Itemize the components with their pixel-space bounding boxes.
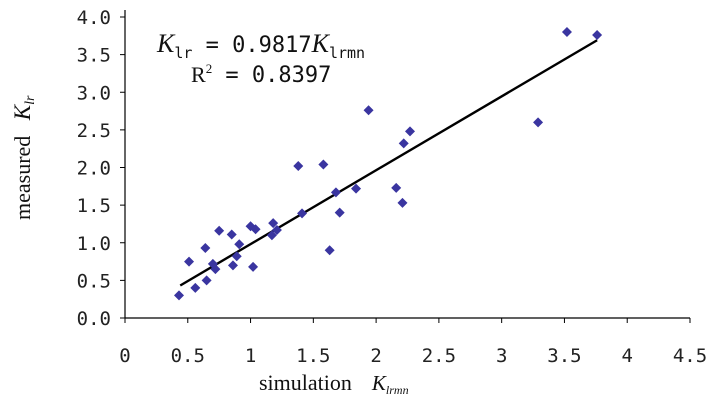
y-axis-symbol: K: [10, 103, 35, 121]
y-tick-label: 2.5: [77, 120, 111, 142]
data-point: [334, 207, 345, 218]
y-tick-label: 1.5: [77, 195, 111, 217]
regression-equation: Klr = 0.9817Klrmn: [156, 29, 365, 62]
data-point: [363, 105, 374, 116]
data-point: [210, 264, 221, 275]
data-point: [250, 224, 261, 235]
data-point: [190, 282, 201, 293]
equation-middle: = 0.9817: [192, 33, 311, 58]
x-tick-label: 2.5: [422, 345, 456, 367]
trendline: [179, 39, 598, 287]
data-point: [398, 138, 409, 149]
x-axis-title: simulation Klrmn: [259, 370, 409, 397]
data-point: [173, 290, 184, 301]
x-tick-label: 4: [621, 345, 632, 367]
x-tick-label: 0: [119, 345, 130, 367]
data-point: [227, 260, 238, 271]
equation-lhs-subscript: lr: [174, 44, 192, 62]
x-axis-subscript: lrmn: [386, 383, 409, 397]
y-tick-group: 0.0 0.5 1.0 1.5 2.0 2.5 3.0 3.5 4.0: [77, 7, 125, 330]
data-point: [271, 224, 282, 235]
y-tick-label: 0.5: [77, 270, 111, 292]
data-point: [266, 230, 277, 241]
data-point: [405, 126, 416, 137]
data-point: [234, 239, 245, 250]
data-points: [173, 27, 603, 301]
data-point: [351, 183, 362, 194]
data-point: [391, 182, 402, 193]
data-point: [592, 30, 603, 41]
plot-area: 0.0 0.5 1.0 1.5 2.0 2.5 3.0 3.5 4.0 0 0.5 1 1.5 2 2.5…: [77, 7, 707, 367]
data-point: [248, 261, 259, 272]
r2-value: = 0.8397: [212, 63, 331, 88]
equation-rhs-symbol: K: [311, 29, 331, 58]
equation-rhs-subscript: lrmn: [329, 44, 365, 62]
data-point: [533, 117, 544, 128]
data-point: [231, 251, 242, 262]
y-tick-label: 4.0: [77, 7, 111, 29]
data-point: [184, 256, 195, 267]
data-point: [214, 225, 225, 236]
y-tick-label: 2.0: [77, 158, 111, 180]
x-tick-label: 1.5: [296, 345, 330, 367]
data-point: [201, 275, 212, 286]
data-point: [397, 197, 408, 208]
x-tick-label: 4.5: [673, 345, 707, 367]
y-tick-label: 0.0: [77, 308, 111, 330]
data-point: [268, 218, 279, 229]
data-point: [318, 159, 329, 170]
data-point: [330, 187, 341, 198]
y-tick-label: 3.5: [77, 45, 111, 67]
data-point: [226, 229, 237, 240]
data-point: [200, 243, 211, 254]
x-tick-label: 0.5: [171, 345, 205, 367]
x-tick-label: 3.5: [547, 345, 581, 367]
r-squared: R2 = 0.8397: [191, 61, 331, 88]
y-tick-label: 1.0: [77, 233, 111, 255]
equation-lhs-symbol: K: [156, 29, 176, 58]
x-axis-title-text: simulation: [259, 370, 352, 395]
r2-power: 2: [206, 61, 213, 76]
data-point: [561, 27, 572, 38]
y-axis-subscript: lr: [23, 95, 38, 105]
x-tick-group: 0 0.5 1 1.5 2 2.5 3 3.5 4 4.5: [119, 318, 707, 367]
data-point: [297, 208, 308, 219]
data-point: [324, 245, 335, 256]
y-axis-title: measured Klr: [10, 95, 38, 220]
x-tick-label: 2: [370, 345, 381, 367]
y-tick-label: 3.0: [77, 82, 111, 104]
r2-label: R: [191, 62, 206, 87]
y-axis-title-text: measured: [10, 136, 35, 220]
data-point: [293, 160, 304, 171]
x-tick-label: 1: [245, 345, 256, 367]
x-axis-symbol: K: [371, 371, 387, 395]
x-tick-label: 3: [496, 345, 507, 367]
